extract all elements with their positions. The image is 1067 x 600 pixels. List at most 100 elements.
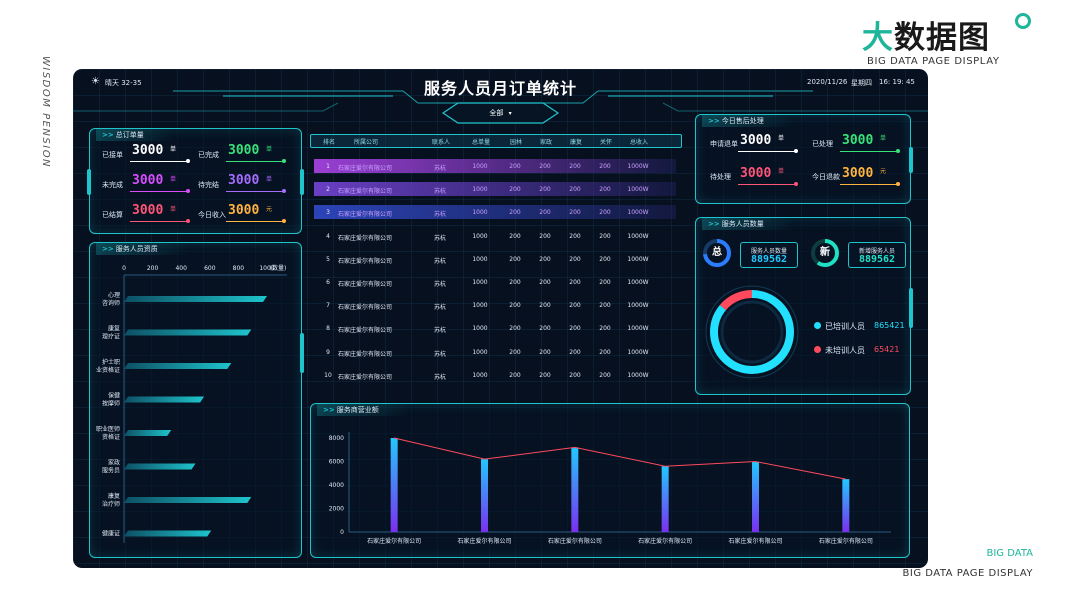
legend-dot-icon [814,322,821,329]
table-header-cell: 关怀 [599,139,612,146]
after-sales-label: 申请退单 [710,140,738,148]
table-cell: 石家庄爱尔有限公司 [337,211,392,219]
table-cell: 200 [509,163,521,170]
panel-side-tab [909,147,913,173]
dashboard-screen: ☀ 晴天 32-35 服务人员月订单统计 2020/11/26 星期四 16: … [73,69,928,568]
order-stat-unit: 单 [170,206,177,213]
new-badge-ring [811,239,839,267]
table-cell: 1000 [472,302,488,310]
after-sales-label: 今日退款 [812,173,840,181]
table-cell: 200 [539,232,551,240]
side-text: WISDOM PENSION [40,56,51,169]
revenue-bar [752,461,759,532]
table-cell: 1000W [627,232,649,240]
x-category-label: 石家庄爱尔有限公司 [367,537,421,545]
table-row[interactable]: 10 石家庄爱尔有限公司 苏杭 1000 200 200 200 200 1000W [314,368,676,382]
legend-value: 865421 [874,321,905,330]
order-stat-underline [130,159,190,163]
table-row[interactable]: 4 石家庄爱尔有限公司 苏杭 1000 200 200 200 200 1000W [314,229,676,243]
table-cell: 200 [569,163,581,170]
x-category-label: 石家庄爱尔有限公司 [638,537,692,545]
table-cell: 200 [599,209,611,217]
axis-tick-label: 1000 [259,265,274,272]
table-cell: 石家庄爱尔有限公司 [337,350,392,358]
table-cell: 苏杭 [433,257,446,265]
total-badge: 总 [712,247,722,258]
qualification-category-label: 资格证 [102,433,120,441]
table-header-cell: 康复 [569,139,582,146]
table-cell: 200 [569,209,581,217]
table-cell: 200 [539,209,551,217]
table-cell: 200 [539,186,551,194]
after-sales-unit: 单 [880,135,887,142]
table-cell: 1000W [627,325,649,333]
brand-title-accent: 大 [862,20,894,56]
weather-text: 晴天 32-35 [105,79,142,87]
page-title: 服务人员月订单统计 [423,79,577,98]
brand-title-rest: 数据图 [894,20,990,56]
panel-side-tab [300,333,304,373]
table-cell: 1000W [627,279,649,286]
qualification-bar [124,497,252,503]
y-tick-label: 4000 [329,482,344,489]
revenue-bar [842,479,850,532]
table-cell: 9 [326,348,330,356]
table-row[interactable]: 6 石家庄爱尔有限公司 苏杭 1000 200 200 200 200 1000W [314,275,676,289]
table-cell: 200 [539,279,551,286]
table-cell: 石家庄爱尔有限公司 [337,257,392,265]
table-cell: 苏杭 [433,373,446,381]
table-cell: 200 [599,163,611,170]
table-row[interactable]: 5 石家庄爱尔有限公司 苏杭 1000 200 200 200 200 1000W [314,252,676,266]
table-cell: 1000W [627,302,649,310]
qualification-bar [124,463,196,470]
axis-tick-label: 600 [204,265,216,272]
header-decoration [73,90,928,124]
table-row[interactable]: 1 石家庄爱尔有限公司 苏杭 1000 200 200 200 200 1000W [314,159,676,173]
table-header-cell: 排名 [322,139,335,146]
order-stat-unit: 单 [266,146,273,153]
table-cell: 5 [326,255,330,263]
table-cell: 200 [599,279,611,286]
table-row[interactable]: 2 石家庄爱尔有限公司 苏杭 1000 200 200 200 200 1000W [314,182,676,197]
footer-line-1: BIG DATA [986,548,1034,559]
table-cell: 200 [569,325,581,333]
filter-dropdown[interactable]: 全部 ▾ [458,106,543,120]
table-cell: 石家庄爱尔有限公司 [337,327,392,335]
table-cell: 3 [326,209,330,217]
table-cell: 苏杭 [433,188,446,196]
after-sales-value: 3000 [740,166,772,181]
after-sales-label: 已处理 [812,140,833,148]
table-cell: 1000 [472,232,488,240]
qualification-panel: >> 服务人员资质 0 200 400 600 800 1000 (数量) 心理 咨询师 康复 理疗证… [89,242,304,558]
order-stat-underline [226,159,286,163]
table-row[interactable]: 8 石家庄爱尔有限公司 苏杭 1000 200 200 200 200 1000W [314,321,676,335]
axis-tick-label: 0 [122,265,126,272]
ring-icon [1015,13,1031,29]
axis-tick-label: 800 [233,265,245,272]
table-cell: 石家庄爱尔有限公司 [337,373,392,381]
axis-tick-label: 400 [175,265,187,272]
table-cell: 200 [599,371,611,379]
table-cell: 8 [326,325,330,333]
qualification-bar [124,363,232,369]
table-cell: 200 [599,348,611,356]
table-cell: 200 [509,302,521,310]
table-cell: 200 [599,325,611,333]
order-stat-unit: 单 [170,146,177,153]
table-cell: 1000 [472,371,488,379]
table-row[interactable]: 7 石家庄爱尔有限公司 苏杭 1000 200 200 200 200 1000W [314,298,676,312]
order-stat-label: 未完成 [102,181,123,189]
table-row[interactable]: 3 石家庄爱尔有限公司 苏杭 1000 200 200 200 200 1000W [314,205,676,220]
filter-label: 全部 [489,109,504,117]
order-summary-title: >> 总订单量 [96,128,174,141]
after-sales-underline [840,182,900,186]
qualification-category-label: 职业医师 [96,425,120,433]
table-cell: 石家庄爱尔有限公司 [337,281,392,288]
order-stat-value: 3000 [228,173,260,188]
qualification-chart: 0 200 400 600 800 1000(数量)心理咨询师康复理疗证护士职业资格证保健… [96,264,287,543]
footer-line-2: BIG DATA PAGE DISPLAY [902,568,1033,579]
table-row[interactable]: 9 石家庄爱尔有限公司 苏杭 1000 200 200 200 200 1000W [314,345,676,359]
legend-label: 已培训人员 [825,322,865,331]
table-cell: 200 [509,348,521,356]
order-stat-value: 3000 [228,143,260,158]
